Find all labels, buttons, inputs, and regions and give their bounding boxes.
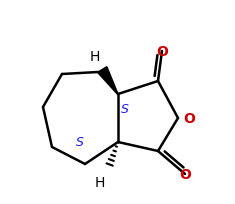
Text: S: S <box>76 136 84 149</box>
Text: O: O <box>179 167 191 181</box>
Text: H: H <box>90 50 100 64</box>
Text: S: S <box>121 103 129 116</box>
Text: O: O <box>183 111 195 125</box>
Polygon shape <box>99 67 118 94</box>
Text: H: H <box>95 175 105 189</box>
Text: O: O <box>156 45 168 59</box>
